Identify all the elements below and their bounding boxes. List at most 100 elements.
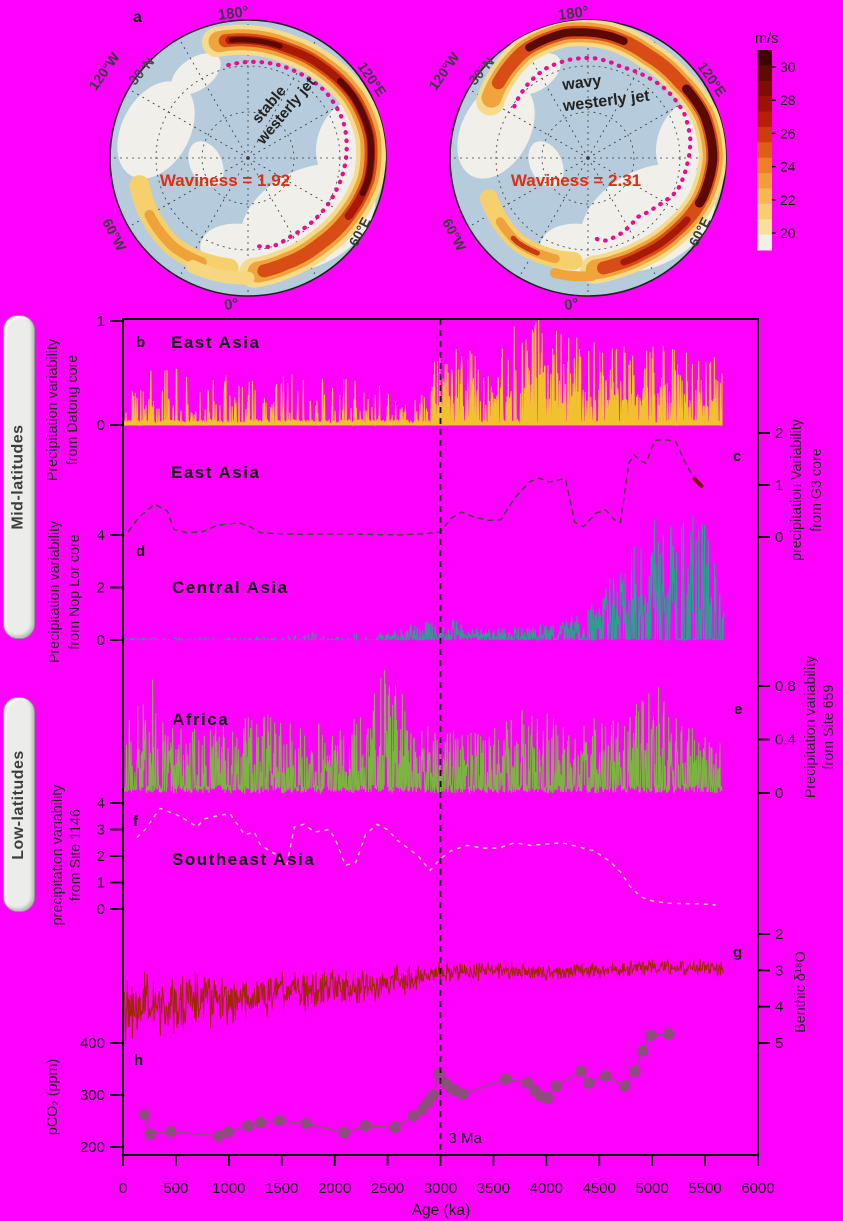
series-h-marker — [628, 1065, 641, 1077]
panel-letter-g: g — [733, 944, 742, 961]
colorbar-band — [757, 50, 772, 66]
series-h-marker — [359, 1119, 372, 1132]
waviness-value-left: Waviness = 1.92 — [160, 171, 290, 190]
map-stable-jet: 180° 120°W 30°N 120°E 60°E 60°W 0° stabl… — [85, 3, 389, 314]
series-e — [123, 670, 723, 795]
series-layer — [123, 319, 725, 1142]
map-wavy-jet: 180° 120°W 30°N 120°E 60°E 60°W 0° wavy … — [425, 3, 729, 314]
series-h-marker — [254, 1116, 267, 1129]
series-h-marker — [242, 1119, 254, 1132]
colorbar-band — [757, 126, 772, 143]
series-h-marker — [644, 1029, 657, 1041]
colorbar-band — [757, 203, 772, 220]
jet-band-america-south — [550, 268, 598, 282]
jet-contour-dotted — [226, 59, 349, 249]
series-h-marker — [389, 1121, 401, 1133]
axis-label-b: Precipitation variability — [45, 338, 61, 481]
jet-band — [682, 84, 718, 208]
colorbar-tick-label: 28 — [780, 92, 796, 108]
tick-label-c: 2 — [775, 425, 783, 442]
axis-label-e: from Site 659 — [821, 684, 837, 769]
series-b — [123, 319, 723, 427]
colorbar-band — [757, 65, 772, 82]
jet-band — [525, 28, 628, 52]
series-c — [127, 439, 696, 536]
colorbar-bands: 30 28 26 24 22 20 — [757, 50, 796, 251]
panel-letter-f: f — [133, 813, 139, 830]
graticule-circle — [201, 111, 295, 205]
grid-label-180: 180° — [217, 3, 250, 24]
jet-band — [620, 216, 691, 266]
series-h-marker — [636, 1045, 649, 1057]
region-label-f: Southeast Asia — [172, 850, 315, 869]
tick-label-c: 1 — [775, 477, 783, 494]
grid-label-120w: 120°W — [425, 49, 463, 93]
series-h-marker — [427, 1089, 439, 1101]
axis-label-h: pCO₂ (ppm) — [45, 1059, 61, 1135]
colorbar-band — [757, 234, 772, 251]
tick-label-f: 2 — [97, 848, 105, 865]
jet-band — [336, 77, 375, 197]
jet-band — [228, 37, 283, 49]
colorbar-band — [757, 142, 772, 159]
tick-label-f: 0 — [97, 901, 105, 918]
series-h-marker — [164, 1125, 177, 1138]
three-ma-label: 3 Ma — [449, 1130, 483, 1147]
axis-label-c: precipitation Variability — [789, 418, 805, 561]
x-tick-label: 3500 — [477, 1180, 510, 1197]
tick-label-f: 3 — [97, 822, 105, 839]
axis-label-f: precipitation variability — [50, 784, 66, 926]
jet-band-america — [510, 235, 540, 256]
x-tick-label: 6000 — [741, 1180, 774, 1197]
colorbar-band — [757, 173, 772, 189]
panel-letter-h: h — [134, 1052, 143, 1069]
land-north-america — [117, 81, 195, 179]
tick-label-g: 4 — [775, 999, 783, 1016]
map-jet-layer — [110, 20, 386, 296]
x-tick-label: 3000 — [424, 1180, 457, 1197]
panel-letter-c: c — [733, 448, 741, 465]
tick-label-c: 0 — [775, 529, 783, 546]
land-greenland — [188, 141, 224, 187]
x-tick-label: 1500 — [265, 1180, 298, 1197]
tick-label-f: 1 — [97, 875, 105, 892]
low-latitudes-label: Low-latitudes — [3, 697, 35, 912]
series-h-marker — [338, 1126, 351, 1139]
colorbar: m/s 30 28 26 24 22 20 — [755, 31, 796, 251]
tick-label-g: 5 — [775, 1035, 783, 1052]
series-h-marker — [582, 1077, 595, 1089]
x-tick-label: 1000 — [212, 1180, 245, 1197]
x-tick-label: 5000 — [635, 1180, 668, 1197]
axis-label-b: from Datong core — [65, 355, 81, 466]
panel-letter-e: e — [734, 701, 742, 718]
panel-letter-d: d — [136, 543, 145, 560]
axis-label-f: from Site 1146 — [68, 809, 84, 901]
series-h-marker — [662, 1027, 675, 1040]
series-f — [136, 807, 716, 906]
region-label-e: Africa — [172, 710, 229, 729]
tick-label-d: 2 — [97, 580, 105, 597]
x-tick-label: 2000 — [318, 1180, 351, 1197]
x-tick-label: 4000 — [530, 1180, 563, 1197]
series-h-marker — [273, 1114, 286, 1127]
tick-label-b: 1 — [97, 313, 105, 330]
x-tick-label: 2500 — [371, 1180, 404, 1197]
mid-latitudes-text: Mid-latitudes — [10, 424, 28, 530]
jet-band-america — [144, 209, 207, 267]
axis-label-c: from G3 core — [809, 448, 825, 531]
colorbar-band — [757, 80, 772, 97]
map-jet-layer — [450, 20, 726, 296]
series-h-marker — [499, 1073, 512, 1085]
panel-letter-b: b — [136, 334, 145, 351]
series-h-marker — [456, 1088, 469, 1100]
series-h-marker — [138, 1109, 150, 1121]
grid-label-180: 180° — [557, 3, 590, 24]
region-label-b: East Asia — [171, 333, 260, 352]
jet-annotation-line1: wavy — [560, 72, 602, 94]
series-h-marker — [433, 1068, 445, 1080]
series-h-marker — [599, 1070, 612, 1082]
waviness-value-right: Waviness = 2.31 — [511, 171, 641, 190]
x-tick-label: 500 — [163, 1180, 188, 1197]
tick-label-b: 0 — [97, 417, 105, 434]
